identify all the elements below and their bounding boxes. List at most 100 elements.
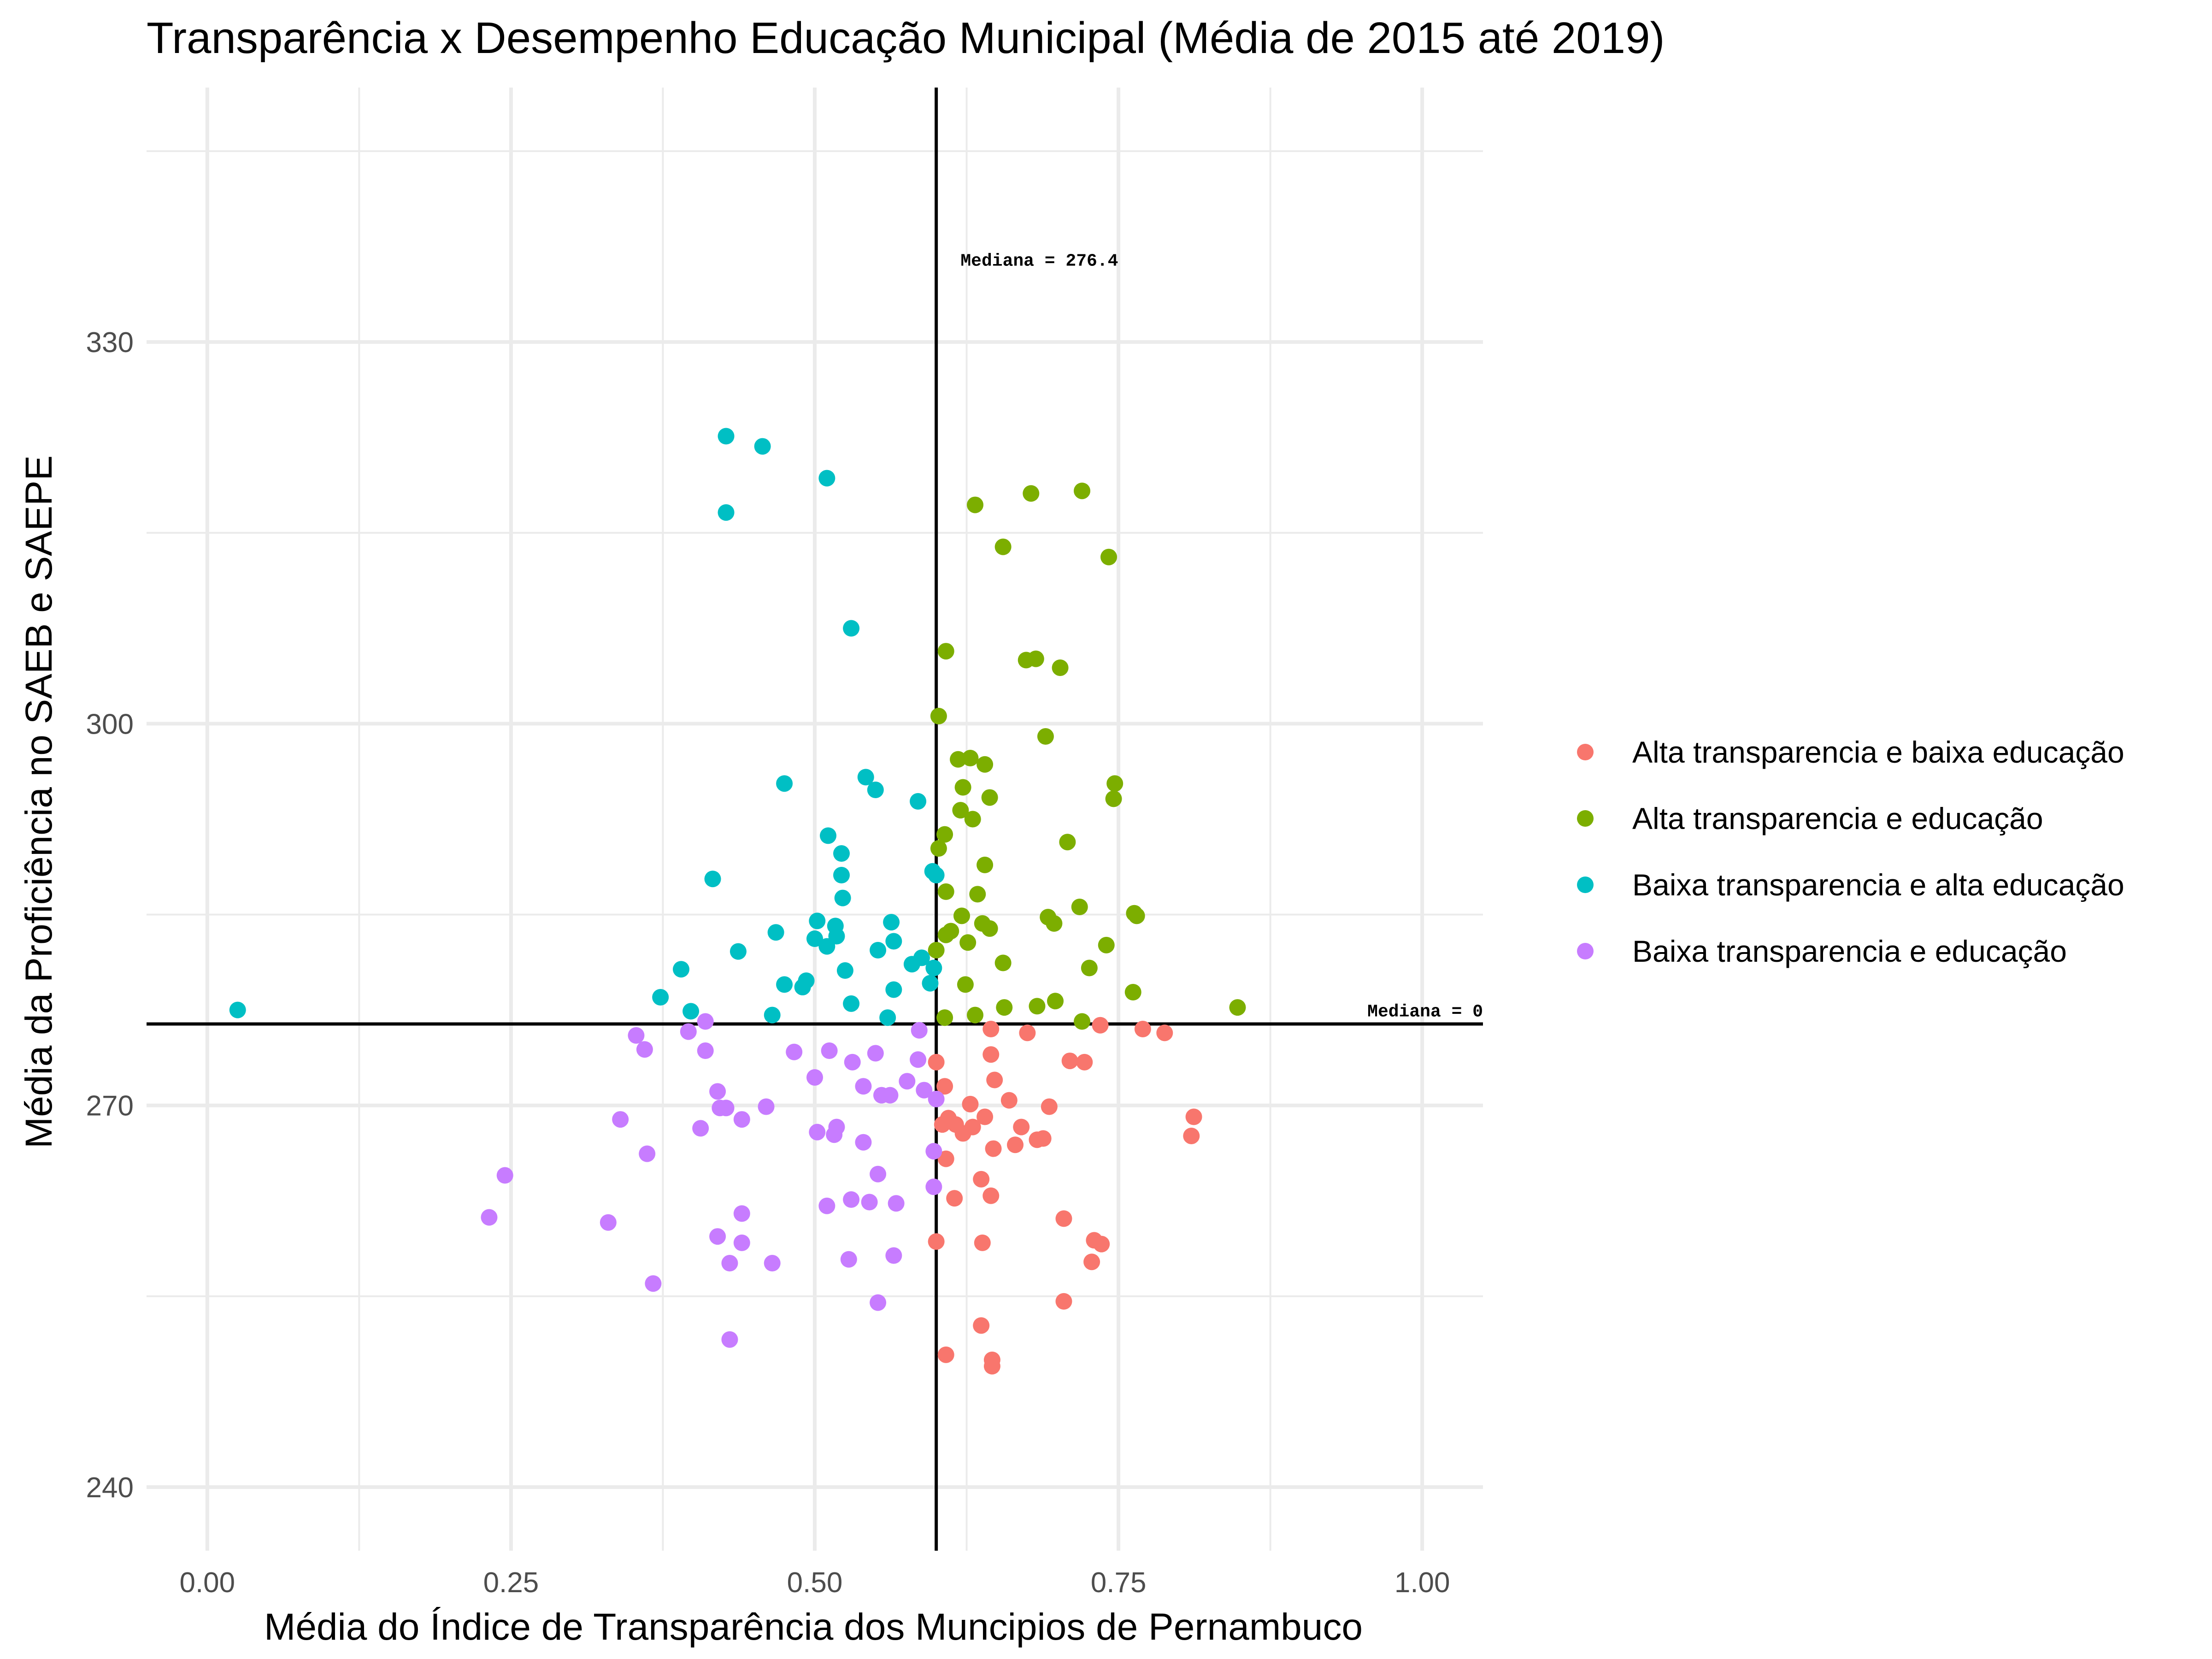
data-point [928, 1090, 945, 1107]
data-point [718, 428, 735, 445]
data-point [1013, 1118, 1030, 1135]
data-point [697, 1042, 714, 1059]
data-point [936, 1078, 953, 1095]
data-point [928, 941, 945, 959]
data-point [836, 962, 853, 979]
data-point [843, 620, 860, 637]
data-point [855, 1134, 872, 1151]
data-point [1185, 1108, 1202, 1125]
data-point [1055, 1210, 1072, 1227]
data-point [704, 871, 721, 888]
data-point [855, 1078, 872, 1095]
data-point [764, 1006, 781, 1024]
data-point [910, 793, 927, 810]
data-point [928, 1053, 945, 1071]
data-point [1074, 1013, 1090, 1030]
data-point [786, 1043, 803, 1060]
data-point [1052, 659, 1069, 676]
data-point [600, 1214, 617, 1231]
data-point [806, 930, 823, 947]
data-point [767, 924, 784, 941]
x-tick-label: 0.75 [1091, 1567, 1147, 1599]
data-point [967, 496, 983, 513]
data-point [911, 1022, 928, 1039]
data-point [628, 1027, 645, 1044]
data-point [1134, 1021, 1151, 1038]
data-point [930, 707, 947, 724]
data-point [820, 827, 836, 844]
chart-title: Transparência x Desempenho Educação Muni… [147, 13, 1665, 63]
data-point [870, 1294, 887, 1311]
data-point [861, 1194, 878, 1211]
data-point [930, 840, 947, 857]
data-point [818, 938, 835, 955]
legend-swatch [1577, 877, 1594, 893]
data-point [764, 1255, 781, 1272]
data-point [709, 1228, 726, 1245]
data-point [910, 1051, 927, 1068]
data-point [882, 1087, 899, 1104]
data-point [776, 775, 793, 792]
data-point [954, 779, 971, 796]
data-point [959, 934, 977, 951]
data-point [957, 976, 974, 993]
data-point [922, 975, 939, 992]
data-point [969, 886, 986, 903]
legend-label: Alta transparencia e baixa educação [1632, 735, 2124, 769]
data-point [612, 1111, 629, 1128]
data-point [680, 1023, 697, 1040]
data-point [981, 789, 998, 806]
data-point [1074, 482, 1090, 500]
data-point [973, 1317, 990, 1334]
data-point [733, 1111, 750, 1128]
data-point [833, 866, 850, 883]
data-point [1229, 999, 1246, 1016]
data-point [1023, 485, 1040, 502]
data-point [1156, 1024, 1173, 1041]
data-point [721, 1331, 738, 1348]
annotations: Mediana = 276.4 Mediana = 0 [960, 252, 1483, 1022]
data-point [834, 889, 851, 906]
x-tick-label: 0.00 [179, 1567, 235, 1599]
data-point [946, 1190, 963, 1207]
data-point [982, 1187, 1000, 1204]
data-point [962, 749, 979, 766]
data-point [967, 1006, 983, 1024]
data-point [718, 504, 735, 521]
x-tick-label: 0.50 [787, 1567, 843, 1599]
data-point [888, 1195, 905, 1212]
data-point [1183, 1127, 1200, 1144]
data-point [1007, 1136, 1024, 1153]
data-point [925, 1143, 942, 1160]
data-point [1019, 1024, 1036, 1041]
y-tick-label: 300 [86, 708, 134, 740]
data-point [974, 1234, 991, 1251]
data-point [1041, 1098, 1058, 1115]
data-point [937, 1346, 954, 1363]
data-point [826, 1126, 843, 1143]
data-point [843, 995, 860, 1012]
data-point [870, 1165, 887, 1182]
data-point [639, 1145, 656, 1162]
x-tick-label: 0.25 [483, 1567, 539, 1599]
data-point [818, 470, 835, 487]
data-point [1027, 650, 1044, 667]
data-point [721, 1255, 738, 1272]
grid-lines [147, 88, 1483, 1551]
data-point [692, 1120, 709, 1137]
data-point [496, 1167, 513, 1184]
data-point [1098, 936, 1115, 953]
data-point [798, 972, 815, 989]
median-annotation: Mediana = 0 [1367, 1002, 1483, 1022]
legend-label: Baixa transparencia e educação [1632, 934, 2067, 968]
data-point [1106, 775, 1124, 792]
data-point [1076, 1053, 1093, 1071]
data-point [885, 933, 902, 950]
data-point [964, 811, 981, 828]
y-axis-title: Média da Proficiência no SAEB e SAEPE [18, 455, 60, 1148]
data-point [682, 1003, 700, 1020]
data-point [1000, 1092, 1018, 1109]
y-tick-label: 240 [86, 1472, 134, 1504]
data-point [981, 920, 998, 937]
